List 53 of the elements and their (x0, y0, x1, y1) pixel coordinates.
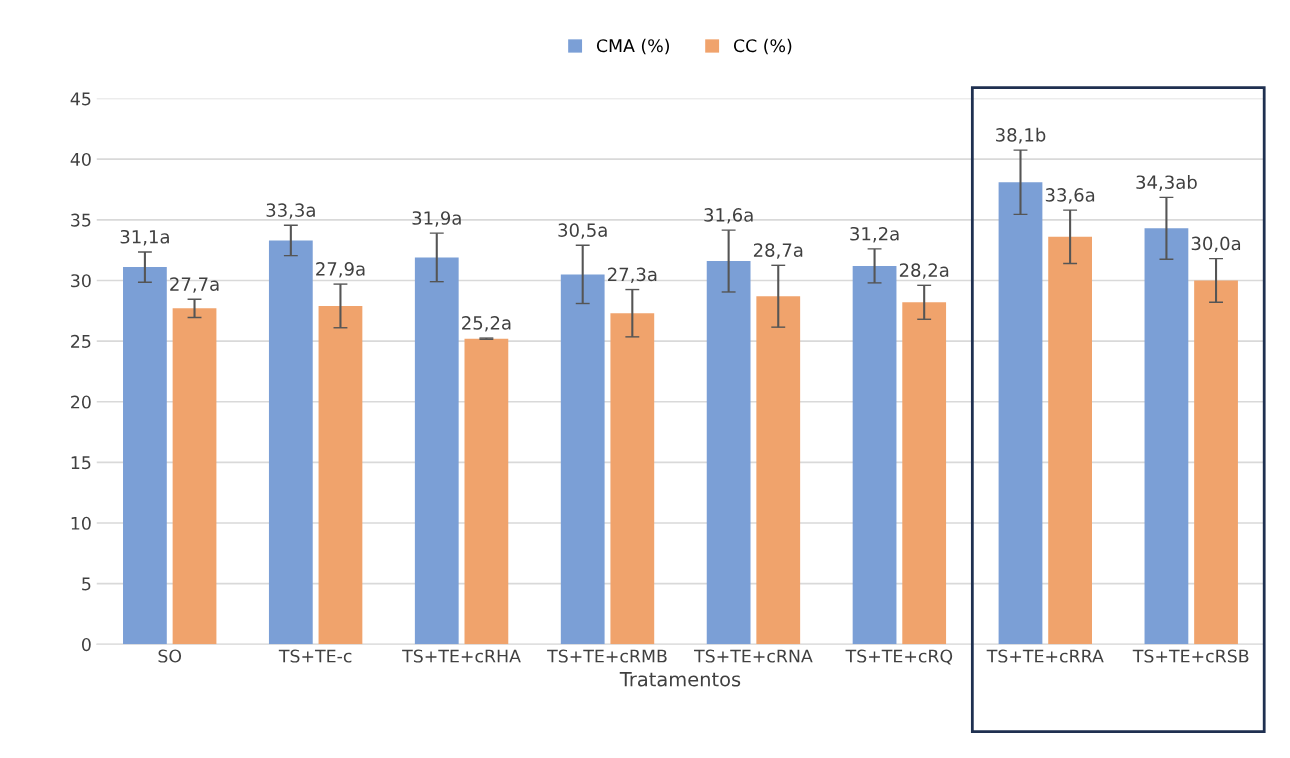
bar (464, 338, 509, 645)
y-tick-label: 10 (71, 516, 91, 530)
data-label: 31,9a (412, 211, 461, 227)
bar (610, 313, 655, 645)
bar (902, 302, 947, 645)
data-label: 33,6a (1045, 188, 1095, 204)
y-tick-label: 0 (81, 638, 91, 652)
y-tick-label: 20 (71, 395, 91, 409)
x-tick-label: TS+TE+cRQ (845, 649, 953, 665)
data-label: 30,0a (1191, 236, 1241, 253)
y-tick-label: 35 (71, 213, 91, 227)
y-tick-label: 30 (71, 274, 91, 288)
data-label: 28,7a (753, 243, 803, 259)
bar (1048, 236, 1092, 645)
x-tick-label: TS+TE+cRNA (694, 649, 813, 663)
x-tick-label: TS+TE+cRSB (1132, 649, 1249, 663)
data-label: 28,2a (899, 263, 949, 279)
x-tick-label: TS+TE-c (278, 649, 352, 663)
y-tick-label: 25 (71, 334, 91, 348)
bar (414, 257, 459, 645)
data-label: 27,7a (170, 277, 219, 293)
x-tick-label: SO (158, 649, 182, 663)
bar (706, 261, 751, 645)
x-tick-label: TS+TE+cRHA (402, 649, 521, 663)
bar (852, 265, 897, 645)
x-tick-label: TS+TE+cRMB (547, 649, 667, 663)
bar (560, 274, 605, 645)
bar (1144, 228, 1189, 645)
bar (123, 267, 167, 645)
data-label: 30,5a (558, 223, 607, 239)
legend-label: CMA (%) (596, 38, 669, 55)
bar (268, 240, 313, 645)
data-label: 38,1b (996, 127, 1046, 144)
data-label: 31,2a (850, 226, 899, 243)
data-label: 33,3a (266, 203, 315, 219)
data-label: 25,2a (462, 316, 511, 332)
y-tick-label: 45 (70, 92, 91, 106)
data-label: 31,1a (120, 229, 169, 246)
bar (1194, 280, 1238, 645)
y-tick-label: 5 (82, 577, 91, 591)
y-tick-label: 15 (71, 456, 91, 470)
y-tick-label: 40 (70, 152, 91, 167)
data-label: 27,3a (608, 267, 657, 284)
data-label: 27,9a (316, 262, 365, 278)
bar (318, 305, 363, 645)
data-label: 31,6a (704, 208, 753, 224)
bar (756, 296, 801, 645)
legend-label: CC (%) (733, 38, 792, 55)
bar (998, 182, 1043, 645)
data-label: 34,3ab (1136, 175, 1197, 191)
bar (172, 308, 217, 645)
x-tick-label: TS+TE+cRRA (986, 649, 1104, 663)
x-axis-title: Tratamentos (619, 672, 741, 687)
